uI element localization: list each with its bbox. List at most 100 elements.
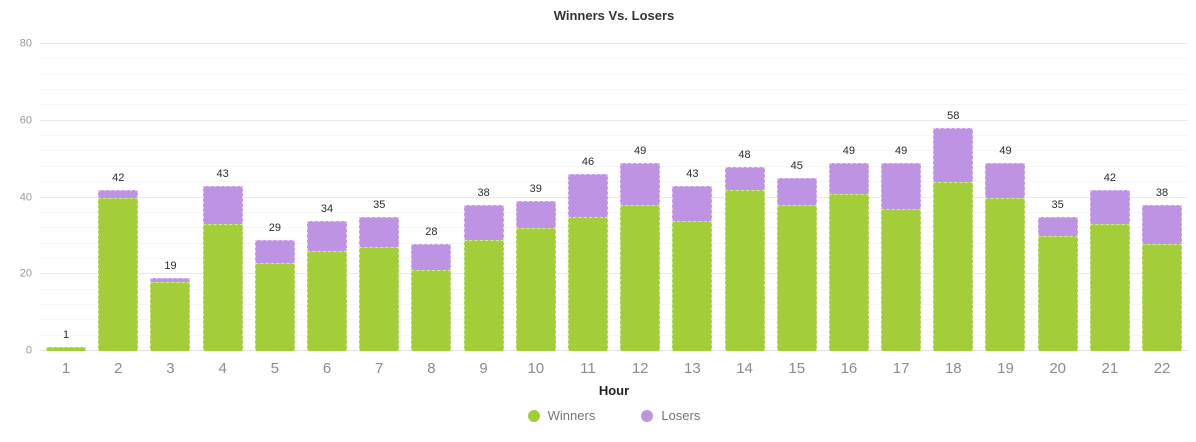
losers-segment-hour-5[interactable] [254,239,295,263]
winners-segment-hour-7[interactable] [359,247,400,351]
winners-segment-hour-3[interactable] [150,281,191,351]
stacked-bar-hour-4[interactable] [202,186,243,351]
bar-total-label-hour-7: 35 [373,198,386,211]
minor-gridline [40,303,1188,305]
winners-segment-hour-1[interactable] [46,347,87,351]
stacked-bar-hour-13[interactable] [672,186,713,351]
bar-total-label-hour-4: 43 [216,168,229,180]
winners-segment-hour-13[interactable] [672,220,713,351]
losers-segment-hour-9[interactable] [463,205,504,240]
x-tick-label-hour-13: 13 [684,360,701,377]
losers-segment-hour-18[interactable] [933,128,974,183]
stacked-bar-hour-22[interactable] [1142,205,1183,351]
winners-segment-hour-10[interactable] [515,228,556,351]
winners-segment-hour-4[interactable] [202,224,243,351]
losers-segment-hour-11[interactable] [567,174,608,217]
losers-segment-hour-3[interactable] [150,278,191,282]
y-axis: 0 20 40 60 80 [0,38,34,356]
winners-segment-hour-8[interactable] [411,270,452,351]
stacked-bar-hour-20[interactable] [1037,216,1078,351]
winners-segment-hour-6[interactable] [307,251,348,351]
legend: Winners Losers [40,408,1188,423]
winners-segment-hour-17[interactable] [881,209,922,351]
winners-segment-hour-19[interactable] [985,197,1026,351]
x-tick-label-hour-15: 15 [788,360,806,377]
losers-segment-hour-6[interactable] [307,220,348,252]
stacked-bar-hour-12[interactable] [620,162,661,351]
stacked-bar-hour-16[interactable] [828,162,869,351]
winners-segment-hour-5[interactable] [254,262,295,351]
minor-gridline [40,334,1188,336]
stacked-bar-hour-11[interactable] [567,174,608,351]
bar-slot-hour-14: 48 [718,44,770,351]
stacked-bar-hour-3[interactable] [150,278,191,351]
minor-gridline [40,288,1188,290]
bar-slot-hour-1: 1 [40,44,92,351]
minor-gridline [40,227,1188,229]
winners-segment-hour-15[interactable] [776,205,817,351]
bar-slot-hour-12: 49 [614,44,666,351]
winners-segment-hour-11[interactable] [567,216,608,351]
bar-slot-hour-2: 42 [92,44,144,351]
winners-segment-hour-9[interactable] [463,239,504,351]
losers-segment-hour-20[interactable] [1037,216,1078,236]
stacked-bar-hour-18[interactable] [933,128,974,351]
bar-slot-hour-13: 43 [666,44,718,351]
stacked-bar-hour-14[interactable] [724,166,765,351]
stacked-bar-hour-15[interactable] [776,178,817,351]
bar-total-label-hour-8: 28 [425,225,438,238]
legend-item-label: Winners [547,408,596,423]
x-tick-label-hour-19: 19 [997,360,1014,377]
losers-segment-hour-19[interactable] [985,162,1026,198]
losers-segment-hour-15[interactable] [776,178,817,206]
stacked-bar-hour-19[interactable] [985,162,1026,351]
losers-segment-hour-13[interactable] [672,186,713,221]
x-tick-label-hour-16: 16 [840,360,858,377]
bar-total-label-hour-15: 45 [790,160,803,173]
stacked-bar-hour-6[interactable] [307,220,348,351]
stacked-bar-hour-10[interactable] [515,201,556,351]
winners-segment-hour-20[interactable] [1037,235,1078,351]
x-tick-label-hour-20: 20 [1049,360,1066,377]
losers-segment-hour-14[interactable] [724,166,765,190]
bar-total-label-hour-11: 46 [581,156,595,169]
bar-slot-hour-18: 58 [927,44,979,351]
minor-gridline [40,58,1188,60]
stacked-bar-hour-8[interactable] [411,243,452,351]
bar-total-label-hour-13: 43 [686,168,699,180]
losers-segment-hour-8[interactable] [411,243,452,271]
winners-segment-hour-2[interactable] [98,197,139,351]
minor-gridline [40,104,1188,106]
winners-segment-hour-16[interactable] [828,193,869,351]
losers-segment-hour-22[interactable] [1142,205,1183,244]
losers-segment-hour-21[interactable] [1089,189,1130,225]
legend-item-losers[interactable]: Losers [641,408,700,423]
winners-segment-hour-14[interactable] [724,189,765,351]
x-tick-label-hour-5: 5 [270,360,280,377]
losers-segment-hour-17[interactable] [881,162,922,210]
minor-gridline [40,211,1188,213]
winners-segment-hour-22[interactable] [1142,243,1183,351]
minor-gridline [40,73,1188,75]
stacked-bar-hour-1[interactable] [46,347,87,351]
losers-segment-hour-16[interactable] [828,162,869,194]
losers-segment-hour-2[interactable] [98,189,139,198]
bar-total-label-hour-6: 34 [320,202,334,215]
legend-item-winners[interactable]: Winners [527,408,596,423]
winners-segment-hour-12[interactable] [620,205,661,351]
stacked-bar-hour-5[interactable] [254,239,295,351]
losers-segment-hour-7[interactable] [359,216,400,248]
stacked-bar-hour-21[interactable] [1089,189,1130,351]
stacked-bar-hour-2[interactable] [98,189,139,351]
losers-segment-hour-12[interactable] [620,162,661,206]
losers-segment-hour-4[interactable] [202,186,243,225]
stacked-bar-hour-9[interactable] [463,205,504,351]
stacked-bar-hour-17[interactable] [881,162,922,351]
winners-segment-hour-18[interactable] [933,182,974,351]
winners-segment-hour-21[interactable] [1089,224,1130,351]
stacked-bar-hour-7[interactable] [359,216,400,351]
bar-total-label-hour-22: 38 [1155,187,1169,200]
losers-segment-hour-10[interactable] [515,201,556,229]
bar-slot-hour-22: 38 [1136,44,1188,351]
bar-total-label-hour-21: 42 [1103,171,1116,184]
